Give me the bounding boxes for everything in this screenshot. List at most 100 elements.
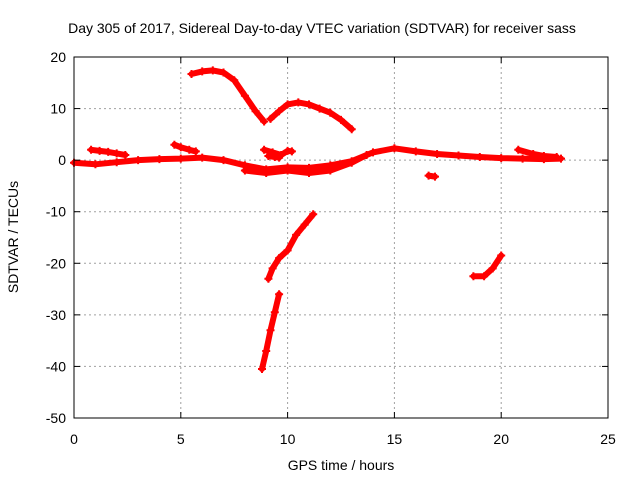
- data-point: [294, 98, 303, 107]
- data-point: [134, 156, 143, 165]
- data-point: [155, 155, 164, 164]
- y-tick-label: -30: [46, 307, 66, 323]
- series-seg-8.9-10.2: [260, 145, 296, 159]
- grid: [74, 57, 608, 418]
- data-point: [283, 100, 292, 109]
- series-seg-9.2-9.6: [264, 152, 284, 162]
- data-point: [390, 144, 399, 153]
- data-point: [170, 140, 179, 149]
- data-point: [539, 152, 548, 160]
- data-point: [529, 150, 538, 158]
- data-point: [266, 326, 275, 335]
- data-point: [480, 272, 489, 281]
- series-arc-high: [187, 66, 269, 126]
- data-point: [275, 254, 284, 263]
- x-tick-label: 0: [70, 431, 78, 447]
- data-point: [251, 107, 260, 116]
- data-point: [433, 150, 442, 158]
- x-tick-label: 15: [387, 431, 403, 447]
- series-baseline-lower: [240, 151, 371, 177]
- x-axis-label: GPS time / hours: [288, 457, 395, 473]
- data-point: [176, 143, 185, 152]
- data-point: [208, 66, 217, 75]
- data-point: [258, 365, 266, 373]
- data-point: [454, 151, 463, 160]
- series-drop-lower: [258, 290, 284, 373]
- data-point: [347, 158, 356, 167]
- series-seg-18.7-20: [469, 251, 506, 281]
- data-point: [104, 147, 113, 156]
- series-line: [515, 146, 560, 160]
- x-tick-label: 5: [177, 431, 185, 447]
- data-point: [112, 149, 121, 158]
- data-point: [283, 246, 292, 255]
- data-point: [260, 117, 269, 126]
- data-point: [275, 153, 284, 162]
- series-seg-0.8-2.4: [87, 145, 130, 159]
- x-tick-label: 20: [493, 431, 509, 447]
- data-point: [262, 347, 271, 355]
- y-tick-label: 10: [50, 101, 66, 117]
- y-tick-label: -50: [46, 410, 66, 426]
- data-point: [287, 147, 296, 156]
- data-point: [219, 156, 228, 165]
- data-point: [469, 272, 478, 281]
- data-point: [95, 146, 104, 155]
- data-point: [497, 251, 506, 260]
- data-point: [315, 104, 324, 113]
- data-point: [431, 172, 439, 181]
- data-point: [488, 264, 497, 273]
- series-seg-20.8-22.6: [514, 145, 561, 161]
- data-point: [411, 147, 420, 156]
- data-point: [283, 166, 292, 175]
- data-point: [198, 67, 207, 76]
- data-point: [347, 125, 356, 134]
- data-point: [240, 91, 249, 100]
- x-tick-label: 10: [280, 431, 296, 447]
- data-point: [87, 145, 96, 154]
- data-point: [475, 153, 484, 161]
- data-point: [305, 100, 313, 109]
- plot-frame: [73, 56, 609, 419]
- x-tick-label: 25: [600, 431, 616, 447]
- series-seg-4.7-5.7: [170, 140, 200, 156]
- data-point: [292, 230, 301, 239]
- data-point: [266, 114, 275, 123]
- y-axis-label: SDTVAR / TECUs: [5, 181, 21, 293]
- y-tick-label: -10: [46, 204, 66, 220]
- y-tick-label: -40: [46, 358, 66, 374]
- data-point: [262, 169, 271, 177]
- data-point: [121, 151, 130, 159]
- data-point: [300, 220, 309, 229]
- chart-title: Day 305 of 2017, Sidereal Day-to-day VTE…: [68, 20, 576, 36]
- series-arc-mid: [266, 98, 356, 134]
- data-point: [518, 154, 527, 163]
- data-point: [112, 158, 121, 167]
- data-point: [270, 308, 279, 317]
- data-point: [305, 169, 313, 177]
- data-point: [91, 160, 100, 169]
- data-point: [264, 274, 273, 283]
- data-point: [185, 145, 194, 154]
- data-point: [268, 264, 277, 273]
- y-tick-label: 20: [50, 49, 66, 65]
- data-layer: [70, 66, 565, 373]
- data-point: [219, 68, 228, 77]
- series-baseline-main: [70, 144, 565, 174]
- data-point: [275, 290, 284, 299]
- data-point: [187, 70, 196, 78]
- series-seg-16.7: [424, 171, 439, 181]
- data-point: [326, 108, 335, 117]
- data-point: [198, 153, 207, 162]
- data-point: [191, 147, 200, 156]
- data-point: [275, 107, 284, 116]
- data-point: [369, 148, 377, 157]
- data-point: [337, 115, 345, 124]
- y-tick-label: -20: [46, 255, 66, 271]
- data-point: [230, 76, 239, 85]
- data-point: [552, 153, 561, 161]
- data-point: [240, 166, 249, 175]
- series-drop-upper: [264, 210, 318, 283]
